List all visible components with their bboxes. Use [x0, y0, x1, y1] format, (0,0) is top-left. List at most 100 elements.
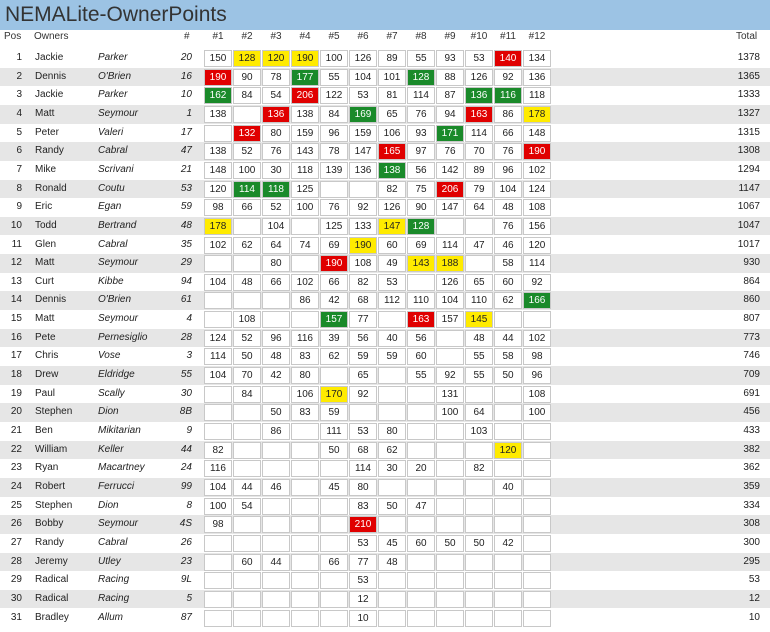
total-points: 1327: [737, 107, 760, 119]
position-cell: 15: [10, 313, 22, 325]
car-number: 23: [180, 555, 192, 567]
race-points-cell: 140: [494, 50, 522, 67]
race-points-cell: 89: [378, 50, 406, 67]
race-points-cell: [349, 404, 377, 422]
header-race-7: #7: [386, 31, 398, 42]
race-points-cell: [523, 572, 551, 590]
race-points-cell: 96: [320, 124, 348, 142]
table-row: 29 Radical Racing 9L 53 53: [0, 571, 770, 590]
race-points-cell: 126: [465, 68, 493, 86]
race-points-cell: 76: [436, 143, 464, 161]
race-points-cell: 148: [523, 124, 551, 142]
race-points-cell: 90: [407, 199, 435, 217]
race-points-cell: 50: [494, 367, 522, 385]
car-number: 10: [180, 89, 192, 101]
race-points-cell: 50: [320, 441, 348, 459]
race-points-cell: 40: [378, 329, 406, 347]
race-points-cell: 83: [291, 348, 319, 366]
race-points-cell: [291, 590, 319, 608]
total-points: 746: [743, 350, 760, 362]
car-number: 48: [180, 219, 192, 231]
race-points-cell: 50: [378, 497, 406, 515]
position-cell: 16: [10, 331, 22, 343]
total-points: 1294: [737, 163, 760, 175]
race-points-cell: [523, 609, 551, 627]
race-points-cell: [233, 460, 261, 478]
owner-first-name: Ryan: [35, 462, 59, 474]
page-title: NEMALite-OwnerPoints: [5, 3, 227, 26]
race-points-cell: 114: [349, 460, 377, 478]
table-row: 23 Ryan Macartney 24 116 114 30 20 82 362: [0, 459, 770, 478]
position-cell: 11: [11, 238, 22, 250]
race-points-cell: 156: [523, 217, 551, 235]
owner-first-name: Pete: [35, 331, 56, 343]
race-points-cell: 62: [494, 292, 522, 310]
race-points-cell: 10: [349, 609, 377, 627]
race-points-cell: [291, 553, 319, 571]
race-points-cell: [494, 497, 522, 515]
race-points-cell: [378, 311, 406, 329]
race-points-cell: 65: [465, 273, 493, 291]
race-points-cell: [291, 534, 319, 552]
table-row: 17 Chris Vose 3 114 50 48 83 62 59 59 60 55 58 98 746: [0, 347, 770, 366]
race-points-cell: 53: [349, 534, 377, 552]
race-points-cell: 69: [407, 236, 435, 254]
race-points-cell: 56: [349, 329, 377, 347]
total-points: 362: [743, 462, 760, 474]
owner-first-name: Robert: [35, 480, 66, 492]
race-points-cell: [291, 572, 319, 590]
race-points-cell: 125: [320, 217, 348, 235]
race-points-cell: 122: [320, 87, 348, 105]
race-points-cell: [378, 590, 406, 608]
header-race-11: #11: [500, 31, 516, 42]
owner-last-name: Mikitarian: [98, 425, 141, 436]
table-row: 20 Stephen Dion 8B 50 83 59 100 64 100 456: [0, 403, 770, 422]
race-points-cell: 96: [262, 329, 290, 347]
race-points-cell: 102: [523, 329, 551, 347]
owner-last-name: Cabral: [98, 536, 128, 548]
race-points-cell: 143: [407, 255, 435, 273]
race-points-cell: [407, 572, 435, 590]
race-points-cell: 178: [204, 217, 232, 235]
race-points-cell: 60: [494, 273, 522, 291]
race-points-cell: 136: [349, 161, 377, 179]
race-points-cell: [204, 590, 232, 608]
car-number: 53: [180, 182, 192, 194]
owner-first-name: Matt: [35, 107, 55, 119]
race-points-cell: [233, 609, 261, 627]
race-points-cell: 60: [378, 236, 406, 254]
position-cell: 21: [10, 425, 22, 436]
race-points-cell: 150: [204, 50, 232, 67]
total-points: 53: [748, 574, 760, 586]
race-points-cell: 69: [320, 236, 348, 254]
race-points-cell: [320, 367, 348, 385]
race-points-cell: 169: [349, 105, 377, 123]
car-number: 47: [180, 145, 192, 157]
race-points-cell: 66: [320, 273, 348, 291]
race-points-cell: [291, 311, 319, 329]
race-points-cell: [349, 180, 377, 198]
position-cell: 14: [10, 294, 22, 306]
total-points: 1067: [737, 201, 760, 213]
owner-first-name: Mike: [35, 163, 57, 175]
race-points-cell: 100: [204, 497, 232, 515]
header-num: #: [184, 31, 190, 42]
position-cell: 17: [10, 350, 22, 362]
race-points-cell: [204, 404, 232, 422]
table-row: 25 Stephen Dion 8 100 54 83 50 47 334: [0, 497, 770, 516]
table-row: 22 William Keller 44 82 50 68 62 120 382: [0, 440, 770, 460]
race-points-cell: 83: [291, 404, 319, 422]
header-race-12: #12: [528, 31, 546, 42]
race-points-cell: 178: [523, 105, 551, 123]
race-points-cell: [233, 423, 261, 440]
race-points-cell: 128: [233, 50, 261, 67]
race-points-cell: 171: [436, 124, 464, 142]
race-points-cell: 108: [523, 199, 551, 217]
race-points-cell: 143: [291, 143, 319, 161]
race-points-cell: 60: [233, 553, 261, 571]
race-points-cell: [436, 329, 464, 347]
race-points-cell: 114: [204, 348, 232, 366]
race-points-cell: 76: [494, 217, 522, 235]
race-points-cell: [465, 516, 493, 534]
race-points-cell: 53: [349, 87, 377, 105]
